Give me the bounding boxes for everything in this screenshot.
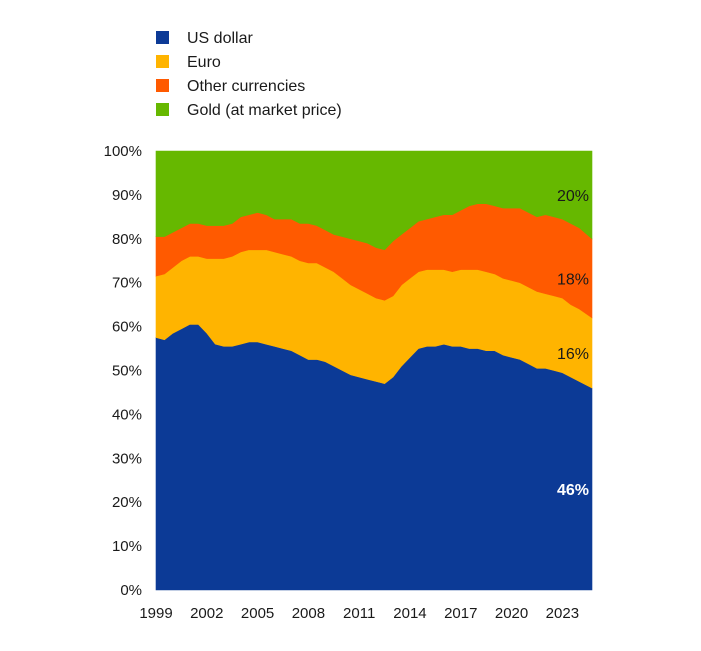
end-labels: 46% 16% 18% 20% <box>557 188 589 499</box>
y-tick-label: 50% <box>112 363 142 380</box>
y-tick-label: 90% <box>112 187 142 204</box>
legend-swatch <box>156 79 169 92</box>
x-tick-label: 1999 <box>139 605 172 622</box>
y-tick-label: 10% <box>112 538 142 555</box>
x-tick-label: 2023 <box>546 605 579 622</box>
y-tick-label: 100% <box>104 143 142 160</box>
legend-label: Gold (at market price) <box>187 102 342 119</box>
y-tick-label: 30% <box>112 450 142 467</box>
y-tick-label: 60% <box>112 319 142 336</box>
x-tick-label: 2008 <box>292 605 325 622</box>
legend-swatch <box>156 31 169 44</box>
legend-label: US dollar <box>187 30 253 47</box>
y-tick-label: 40% <box>112 406 142 423</box>
y-tick-label: 20% <box>112 494 142 511</box>
legend-label: Euro <box>187 54 221 71</box>
legend-swatch <box>156 103 169 116</box>
y-tick-label: 0% <box>120 582 142 599</box>
legend: US dollar Euro Other currencies Gold (at ma… <box>156 30 342 119</box>
y-tick-label: 70% <box>112 275 142 292</box>
area-gold-at-market-price <box>155 150 593 251</box>
end-label-euro: 16% <box>557 346 589 363</box>
x-tick-label: 2002 <box>190 605 223 622</box>
legend-swatch <box>156 55 169 68</box>
legend-item-other-currencies: Other currencies <box>156 78 305 95</box>
end-label-other-currencies: 18% <box>557 271 589 288</box>
x-axis: 1999 2002 2005 2008 2011 2014 2017 2020 2023 <box>139 605 579 622</box>
x-tick-label: 2020 <box>495 605 528 622</box>
x-tick-label: 2017 <box>444 605 477 622</box>
end-label-us-dollar: 46% <box>557 482 589 499</box>
x-tick-label: 2011 <box>343 605 375 622</box>
end-label-gold-at-market-price: 20% <box>557 188 589 205</box>
y-tick-label: 80% <box>112 231 142 248</box>
legend-item-euro: Euro <box>156 54 221 71</box>
y-axis: 0% 10% 20% 30% 40% 50% 60% 70% 80% 90% 100% <box>104 143 142 599</box>
x-tick-label: 2005 <box>241 605 274 622</box>
legend-item-us-dollar: US dollar <box>156 30 253 47</box>
x-tick-label: 2014 <box>393 605 426 622</box>
stacked-areas <box>155 150 593 591</box>
legend-item-gold-at-market-price: Gold (at market price) <box>156 102 342 119</box>
legend-label: Other currencies <box>187 78 305 95</box>
